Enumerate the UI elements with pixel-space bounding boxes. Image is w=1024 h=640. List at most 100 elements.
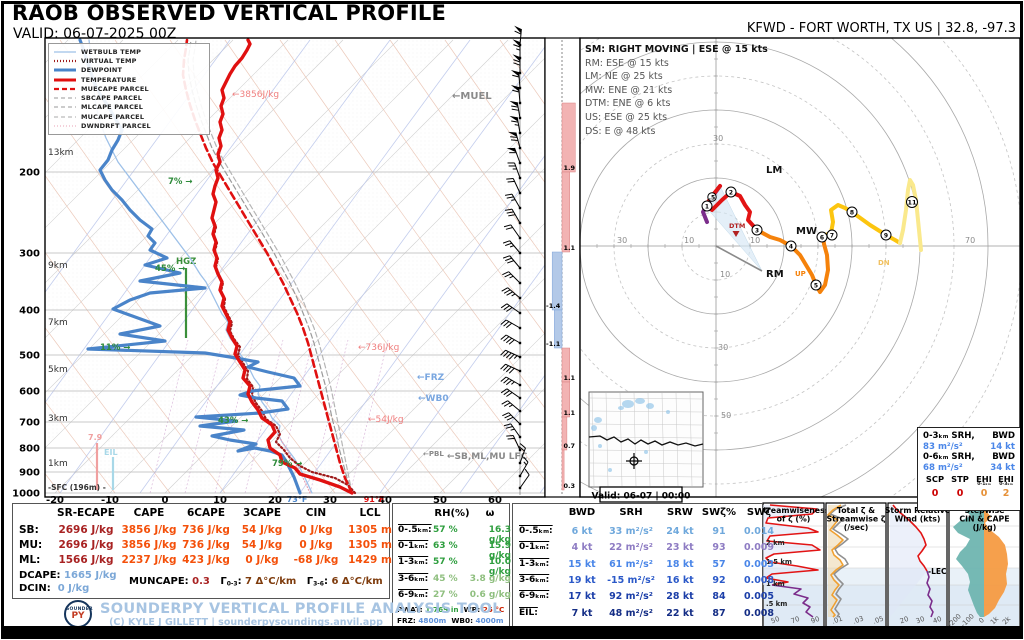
thermo-row-label: ML:	[19, 554, 41, 566]
stipple-band	[55, 40, 545, 493]
wind-barb	[510, 69, 522, 90]
wind-barb	[502, 240, 522, 255]
ring-label: 50	[721, 411, 731, 420]
shear-row-label: EIL:	[519, 607, 538, 618]
wind-barb	[506, 178, 522, 195]
wb-label: WB:	[463, 605, 481, 614]
thermo-value: 0 J/kg	[245, 554, 279, 566]
thermo-header: 3CAPE	[242, 507, 281, 519]
legend-item-label: VIRTUAL TEMP	[81, 56, 137, 65]
shear-value: 7 kt	[571, 607, 593, 619]
panel-x-label: 1k	[989, 615, 1001, 627]
ring-label: 30	[617, 236, 627, 245]
barb-staff	[505, 363, 521, 372]
height-marker-label: 4	[789, 243, 793, 250]
temp-tick-label: -20	[46, 495, 64, 506]
barb-full-tick	[503, 402, 511, 407]
thermo-row: ML: 1566 J/kg 2237 J/kg 423 J/kg 0 J/kg -68 J…	[19, 554, 399, 566]
barb-staff	[514, 162, 521, 179]
wind-barb	[506, 147, 522, 165]
shear-value: 0.005	[743, 591, 775, 603]
shear-row: 1-3ₖₘ: 15 kt 61 m²/s² 18 kt 57 0.003	[519, 559, 781, 570]
dry-adiabat-line	[169, 39, 501, 494]
wind-barb-column	[500, 25, 530, 495]
dcape-row: DCAPE: 1665 J/kg	[19, 570, 117, 581]
index-text: 0-3ₖₘ	[999, 482, 1013, 487]
height-marker-label: 1	[705, 203, 709, 210]
county-line	[633, 392, 637, 487]
thermo-value: 1429 m	[348, 554, 392, 566]
barb-staff	[505, 319, 521, 329]
panel-title: (J/kg)	[973, 523, 997, 532]
isotherm-line	[384, 332, 545, 494]
dcape-label: DCAPE:	[19, 570, 61, 581]
stipple-band	[0, 40, 13, 493]
summary-row: 83 m²/s² 14 kt	[923, 442, 1015, 453]
wind-barb	[505, 193, 522, 210]
height-marker: 8	[846, 206, 858, 218]
isotherm-line	[45, 39, 289, 284]
barb-staff	[518, 87, 521, 104]
radar-echo	[635, 398, 645, 404]
radar-echo	[646, 403, 654, 409]
barb-full-tick	[505, 193, 513, 196]
barb-full-tick	[506, 322, 513, 329]
rh-header: RH(%)	[434, 508, 470, 519]
index-cell: STP 0	[947, 475, 973, 499]
barb-half-tick	[523, 461, 527, 466]
thermo-value: 0 J/kg	[299, 524, 333, 536]
footer-tool-name: SOUNDERPY VERTICAL PROFILE ANALYSIS TOOL	[100, 601, 502, 617]
barb-staff	[512, 435, 521, 451]
barb-full-tick	[505, 257, 512, 262]
pwat-value: 1.769 in	[425, 605, 459, 614]
height-marker-circle	[785, 240, 797, 252]
pressure-tick-label: 400	[19, 306, 40, 317]
rh-row: 0-1ₖₘ: 63 % 15.9 g/kg	[398, 541, 511, 561]
pressure-tick-label: 200	[19, 168, 40, 179]
index-text: 0	[931, 487, 939, 499]
barb-half-tick	[513, 355, 518, 359]
shear-value: 22 m²/s²	[609, 542, 653, 554]
radar-echo	[594, 417, 602, 423]
skewt-annotation: 7% →	[168, 177, 193, 187]
hodograph-point-label: LM	[766, 165, 782, 176]
wind-barb	[501, 400, 522, 413]
shear-value: 92	[712, 574, 726, 586]
warm-advection-bar	[561, 449, 565, 491]
barb-full-tick	[503, 423, 511, 427]
shear-value: 18 kt	[666, 558, 694, 570]
wind-barb	[500, 334, 522, 345]
shear-value: 0.009	[743, 542, 775, 554]
wind-barb	[512, 54, 522, 75]
warm-advection-bar	[561, 416, 568, 451]
summary-label: 0-6ₖₘ SRH,	[923, 452, 975, 462]
shear-value: 6 kt	[571, 526, 593, 537]
legend-item: MLCAPE PARCEL	[54, 103, 204, 112]
legend-item-label: TEMPERATURE	[81, 75, 137, 84]
barb-full-tick	[500, 303, 508, 309]
legend-item-label: DWNDRFT PARCEL	[81, 122, 151, 131]
storm-motion-line: RM: ESE @ 15 kts	[585, 57, 669, 69]
warm-advection-bar	[561, 102, 576, 173]
radar-echo	[622, 400, 634, 408]
thermo-header: CIN	[305, 507, 327, 519]
advection-value: -1.4	[546, 302, 561, 310]
height-marker-label: 5	[814, 282, 818, 289]
barb-full-tick	[503, 351, 509, 357]
height-marker-label: .5	[709, 194, 715, 201]
thermo-value: 54 J/kg	[241, 524, 283, 536]
moist-adiabat-line	[379, 264, 545, 494]
shear-value: 15 kt	[568, 558, 596, 570]
shear-value: 57	[712, 558, 726, 570]
barb-staff	[509, 255, 521, 269]
barb-full-tick	[502, 412, 509, 417]
barb-full-tick	[500, 376, 507, 382]
barb-full-tick	[511, 120, 519, 123]
barb-flag	[514, 25, 522, 34]
barb-full-tick	[510, 139, 519, 141]
barb-staff	[519, 447, 526, 464]
indices-grid: SCP 0 STP 0 EHI 0-1ₖₘ 0 EHI 0-3ₖₘ 2	[923, 475, 1015, 499]
index-text: STP	[951, 474, 969, 484]
srh-bwd-summary-box: 0-3ₖₘ SRH, BWD 83 m²/s² 14 kt 0-6ₖₘ SRH, BWD 6…	[917, 427, 1021, 511]
radar-echo	[644, 450, 648, 454]
